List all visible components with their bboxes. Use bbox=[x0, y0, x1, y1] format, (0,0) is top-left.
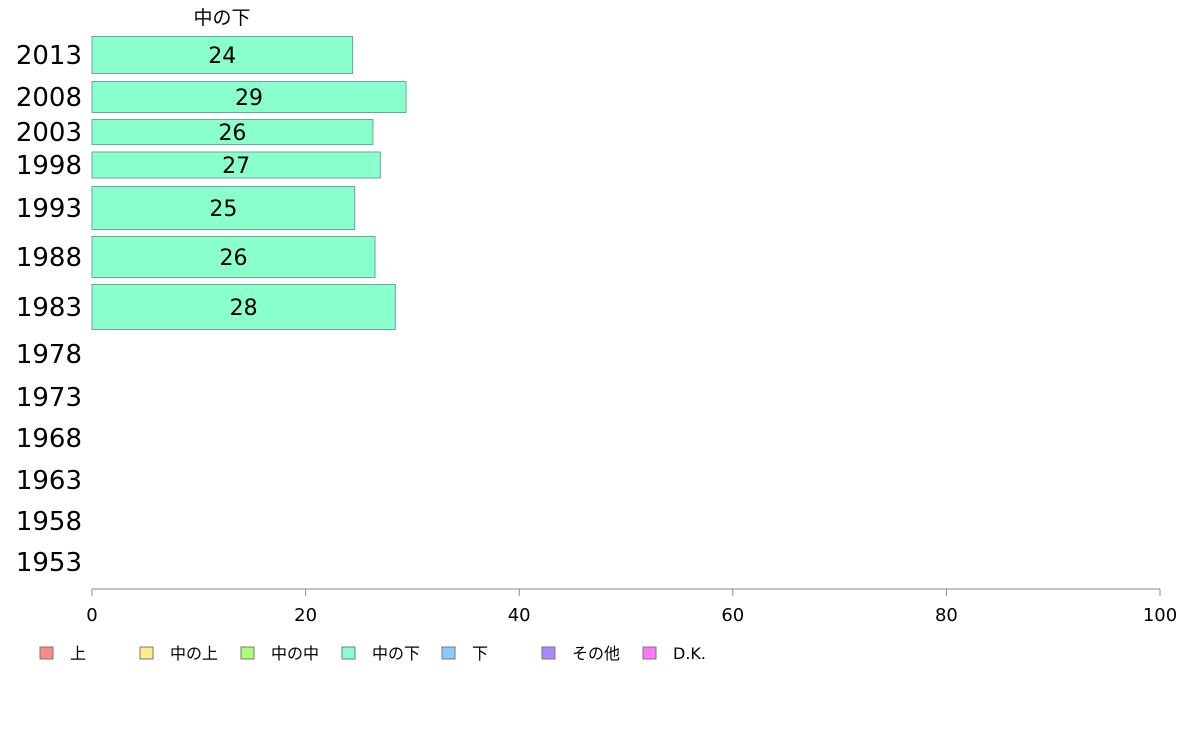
x-tick-label: 20 bbox=[294, 605, 317, 626]
legend-swatch bbox=[40, 647, 53, 659]
category-label: 1953 bbox=[16, 548, 82, 578]
legend-swatch bbox=[442, 647, 455, 659]
legend-swatch bbox=[140, 647, 153, 659]
legend-swatch bbox=[643, 647, 656, 659]
legend-swatch bbox=[542, 647, 555, 659]
legend-label: 上 bbox=[70, 644, 86, 663]
category-label: 2008 bbox=[16, 83, 82, 113]
bar-value-label: 26 bbox=[218, 121, 246, 146]
x-axis: 0 20 40 60 80 100 bbox=[86, 589, 1177, 626]
bars bbox=[92, 37, 406, 330]
bar-value-label: 24 bbox=[208, 44, 236, 69]
category-label: 2013 bbox=[16, 41, 82, 71]
category-label: 1973 bbox=[16, 383, 82, 413]
legend-label: 中の下 bbox=[372, 644, 420, 663]
category-label: 1978 bbox=[16, 340, 82, 370]
series-title: 中の下 bbox=[193, 7, 250, 29]
bar-value-label: 29 bbox=[235, 86, 263, 111]
x-tick-label: 80 bbox=[935, 605, 958, 626]
legend-swatch bbox=[241, 647, 254, 659]
x-tick-label: 100 bbox=[1143, 605, 1177, 626]
x-tick-label: 60 bbox=[721, 605, 744, 626]
legend-label: その他 bbox=[572, 644, 620, 663]
category-label: 1988 bbox=[16, 243, 82, 273]
category-label: 1968 bbox=[16, 424, 82, 454]
x-tick-label: 40 bbox=[508, 605, 531, 626]
category-label: 1963 bbox=[16, 466, 82, 496]
category-label: 1998 bbox=[16, 151, 82, 181]
category-label: 1993 bbox=[16, 194, 82, 224]
legend-swatch bbox=[342, 647, 355, 659]
legend-label: 下 bbox=[472, 644, 488, 663]
bar-value-label: 26 bbox=[220, 246, 248, 271]
bar-value-label: 27 bbox=[222, 154, 250, 179]
x-tick-label: 0 bbox=[86, 605, 97, 626]
category-label: 2003 bbox=[16, 118, 82, 148]
bar-value-label: 25 bbox=[209, 197, 237, 222]
legend-label: 中の中 bbox=[271, 644, 319, 663]
bar-value-label: 28 bbox=[230, 296, 258, 321]
category-label: 1983 bbox=[16, 293, 82, 323]
legend-label: 中の上 bbox=[170, 644, 218, 663]
legend-label: D.K. bbox=[673, 644, 706, 663]
category-label: 1958 bbox=[16, 507, 82, 537]
legend: 上 中の上 中の中 中の下 下 その他 D.K. bbox=[40, 644, 706, 663]
